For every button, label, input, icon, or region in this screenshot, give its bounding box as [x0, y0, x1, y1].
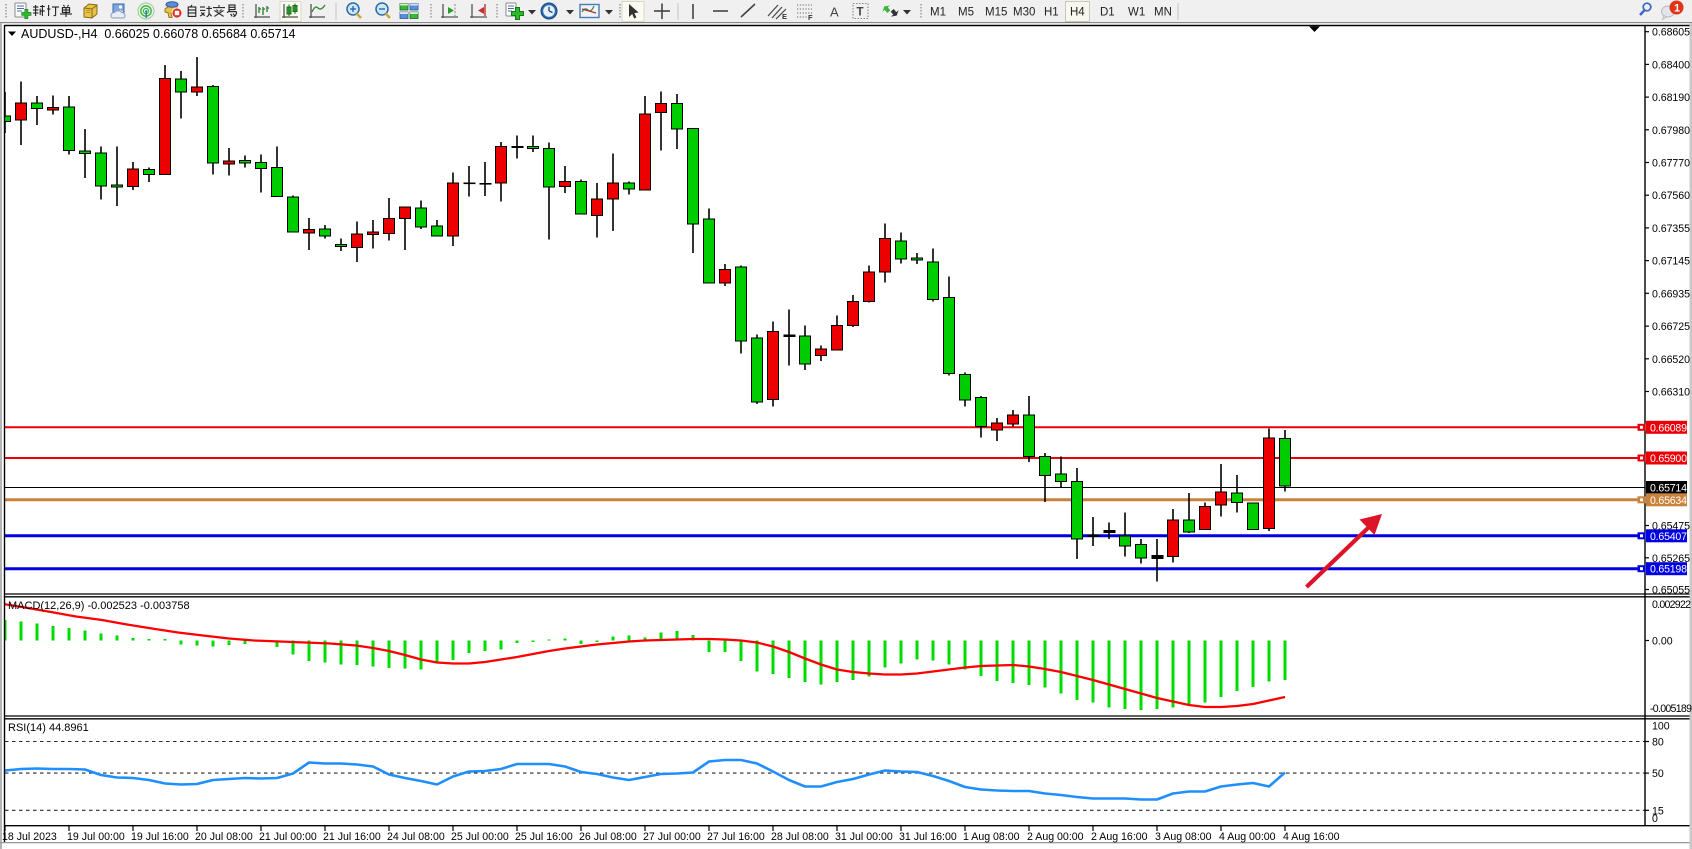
svg-text:0.66935: 0.66935	[1652, 288, 1690, 300]
svg-text:19 Jul 16:00: 19 Jul 16:00	[131, 831, 189, 843]
svg-text:80: 80	[1652, 737, 1664, 749]
svg-text:31 Jul 16:00: 31 Jul 16:00	[899, 831, 957, 843]
svg-text:0.65198: 0.65198	[1650, 564, 1687, 576]
svg-text:0: 0	[1652, 813, 1658, 825]
svg-text:0.67145: 0.67145	[1652, 256, 1690, 268]
svg-text:0.65055: 0.65055	[1652, 585, 1690, 597]
svg-text:H4: H4	[1070, 7, 1085, 19]
svg-text:21 Jul 16:00: 21 Jul 16:00	[323, 831, 381, 843]
svg-text:50: 50	[1652, 768, 1664, 780]
svg-text:2 Aug 00:00: 2 Aug 00:00	[1027, 831, 1084, 843]
svg-text:0.67980: 0.67980	[1652, 125, 1690, 137]
svg-text:1 Aug 08:00: 1 Aug 08:00	[963, 831, 1020, 843]
svg-text:2 Aug 16:00: 2 Aug 16:00	[1091, 831, 1148, 843]
svg-text:-0.005189: -0.005189	[1650, 703, 1692, 715]
svg-text:0.67560: 0.67560	[1652, 190, 1690, 202]
svg-text:27 Jul 00:00: 27 Jul 00:00	[643, 831, 701, 843]
svg-text:T: T	[857, 7, 864, 19]
svg-text:E: E	[782, 12, 787, 21]
svg-text:M30: M30	[1013, 7, 1035, 19]
svg-text:20 Jul 08:00: 20 Jul 08:00	[195, 831, 253, 843]
svg-text:RSI(14) 44.8961: RSI(14) 44.8961	[8, 722, 89, 734]
svg-text:0.65714: 0.65714	[1650, 483, 1687, 495]
svg-text:0.002922: 0.002922	[1652, 599, 1691, 611]
svg-text:MN: MN	[1154, 7, 1172, 19]
svg-text:0.67355: 0.67355	[1652, 223, 1690, 235]
svg-text:100: 100	[1652, 721, 1670, 733]
svg-text:28 Jul 08:00: 28 Jul 08:00	[771, 831, 829, 843]
svg-text:0.66725: 0.66725	[1652, 321, 1690, 333]
svg-text:31 Jul 00:00: 31 Jul 00:00	[835, 831, 893, 843]
svg-text:25 Jul 00:00: 25 Jul 00:00	[451, 831, 509, 843]
svg-text:H1: H1	[1044, 7, 1059, 19]
svg-text:0.65407: 0.65407	[1650, 531, 1687, 543]
svg-text:0.66089: 0.66089	[1650, 422, 1687, 434]
svg-text:A: A	[830, 5, 839, 20]
svg-text:4 Aug 16:00: 4 Aug 16:00	[1283, 831, 1340, 843]
svg-text:21 Jul 00:00: 21 Jul 00:00	[259, 831, 317, 843]
svg-text:M15: M15	[985, 7, 1007, 19]
svg-text:D1: D1	[1100, 7, 1115, 19]
svg-text:18 Jul 2023: 18 Jul 2023	[2, 831, 57, 843]
svg-text:MACD(12,26,9) -0.002523 -0.003: MACD(12,26,9) -0.002523 -0.003758	[8, 600, 190, 612]
svg-text:0.00: 0.00	[1652, 636, 1673, 648]
svg-text:3 Aug 08:00: 3 Aug 08:00	[1155, 831, 1212, 843]
svg-text:15: 15	[1652, 805, 1664, 817]
svg-text:F: F	[808, 13, 813, 22]
svg-text:M1: M1	[930, 7, 946, 19]
svg-text:0.68400: 0.68400	[1652, 59, 1690, 71]
svg-text:0.65634: 0.65634	[1650, 495, 1687, 507]
svg-text:0.67770: 0.67770	[1652, 158, 1690, 170]
svg-text:26 Jul 08:00: 26 Jul 08:00	[579, 831, 637, 843]
svg-text:0.65265: 0.65265	[1652, 553, 1690, 565]
svg-text:1: 1	[1674, 3, 1680, 15]
svg-text:19 Jul 00:00: 19 Jul 00:00	[67, 831, 125, 843]
svg-text:0.68605: 0.68605	[1652, 27, 1690, 39]
svg-text:25 Jul 16:00: 25 Jul 16:00	[515, 831, 573, 843]
svg-text:M5: M5	[958, 7, 974, 19]
svg-text:W1: W1	[1128, 7, 1145, 19]
svg-text:AUDUSD-,H4 0.66025 0.66078 0.: AUDUSD-,H4 0.66025 0.66078 0.65684 0.657…	[21, 27, 296, 41]
svg-text:0.68190: 0.68190	[1652, 92, 1690, 104]
svg-text:0.66310: 0.66310	[1652, 387, 1690, 399]
svg-text:24 Jul 08:00: 24 Jul 08:00	[387, 831, 445, 843]
svg-text:0.66520: 0.66520	[1652, 354, 1690, 366]
svg-text:4 Aug 00:00: 4 Aug 00:00	[1219, 831, 1276, 843]
svg-text:27 Jul 16:00: 27 Jul 16:00	[707, 831, 765, 843]
svg-text:0.65900: 0.65900	[1650, 453, 1687, 465]
